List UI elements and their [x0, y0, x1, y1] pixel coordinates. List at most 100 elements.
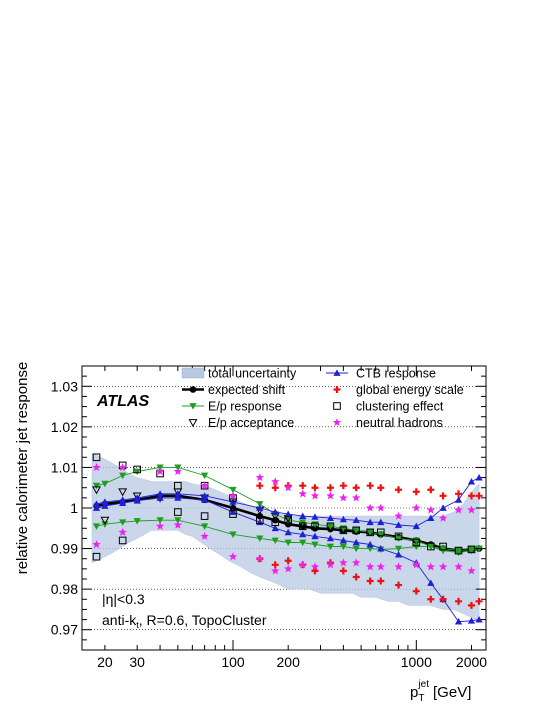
ctb-response-point: [475, 615, 483, 623]
clustering-effect-point: [92, 552, 101, 561]
legend-marker-clustering-effect: [333, 402, 341, 410]
expected-shift-point: [256, 512, 264, 520]
ctb-response-point: [256, 504, 264, 511]
legend: total uncertainty expected shift E/p respo…: [181, 367, 464, 430]
x-axis-title-main: p: [410, 684, 418, 701]
expected-shift-point: [284, 520, 292, 528]
ctb-response-point: [201, 496, 209, 503]
clustering-effect-point: [256, 516, 264, 524]
neutral-hadrons-point: [454, 505, 463, 514]
neutral-hadrons-point: [394, 562, 403, 571]
ctb-response-point: [339, 536, 347, 544]
neutral-hadrons-point: [339, 558, 348, 567]
clustering-effect-point: [376, 528, 385, 537]
e-p-response-point: [439, 545, 447, 553]
clustering-effect-point: [271, 518, 280, 527]
ctb-response-point: [174, 490, 182, 497]
ctb-response-point: [299, 530, 307, 538]
ctb-response-point: [229, 508, 237, 515]
legend-marker-total-uncertainty: [181, 367, 205, 379]
neutral-hadrons-point: [454, 562, 463, 571]
neutral-hadrons-point: [467, 505, 476, 514]
e-p-response-point: [133, 468, 141, 476]
neutral-hadrons-point: [173, 467, 183, 476]
legend-label-e-p-acceptance: E/p acceptance: [208, 416, 294, 430]
neutral-hadrons-point: [412, 560, 421, 569]
ctb-response-point: [92, 504, 101, 511]
clustering-effect-point: [200, 512, 209, 520]
ctb-response-point: [326, 514, 335, 522]
e-p-response-point: [467, 546, 476, 553]
annotation-eta: |η|<0.3: [102, 591, 145, 607]
global-energy-scale-point: [299, 482, 307, 490]
ctb-response-point: [467, 478, 476, 485]
e-p-response-point: [326, 523, 335, 530]
y-tick-label: 1: [70, 500, 78, 516]
clustering-effect-point: [412, 538, 421, 547]
e-p-response-point: [119, 472, 127, 480]
legend-label-clustering-effect: clustering effect: [356, 400, 444, 414]
neutral-hadrons-point: [426, 505, 436, 514]
clustering-effect-point: [118, 536, 127, 545]
expected-shift-point: [229, 504, 237, 512]
neutral-hadrons-point: [255, 554, 264, 563]
ctb-response-point: [394, 551, 403, 558]
global-energy-scale-point: [455, 597, 463, 605]
y-tick-label: 0.99: [51, 541, 78, 557]
clustering-effect-point: [427, 542, 435, 551]
neutral-hadrons-point: [255, 473, 264, 482]
e-p-response-point: [326, 543, 335, 551]
global-energy-scale-point: [475, 492, 483, 500]
neutral-hadrons-point: [412, 503, 421, 512]
neutral-hadrons-point: [394, 511, 403, 520]
ctb-response-point: [101, 502, 109, 509]
x-axis-title: pTjet [GeV]: [410, 679, 471, 704]
global-energy-scale-point: [271, 484, 279, 492]
global-energy-scale-point: [311, 484, 319, 492]
global-energy-scale-point: [366, 482, 374, 490]
clustering-effect-point: [439, 542, 447, 551]
ctb-response-point: [119, 496, 127, 503]
e-p-response-point: [256, 501, 264, 508]
neutral-hadrons-point: [271, 566, 280, 575]
ctb-response-point: [377, 518, 385, 526]
e-p-response-point: [156, 517, 164, 524]
clustering-effect-point: [366, 528, 374, 537]
ctb-response-point: [412, 522, 420, 530]
x-tick-label: 200: [277, 654, 301, 670]
neutral-hadrons-point: [284, 564, 293, 573]
e-p-response-point: [352, 545, 360, 553]
e-p-acceptance-point: [132, 492, 142, 501]
atlas-label: ATLAS: [96, 393, 149, 410]
neutral-hadrons-point: [200, 532, 209, 540]
global-energy-scale-point: [352, 484, 360, 492]
ctb-response-point: [352, 516, 360, 524]
x-tick-label: 100: [221, 654, 245, 670]
neutral-hadrons-point: [339, 493, 348, 502]
legend-label-e-p-response: E/p response: [208, 400, 282, 414]
ctb-response-point: [271, 508, 279, 515]
ctb-response-point: [427, 579, 435, 586]
ctb-response-point: [427, 514, 435, 522]
ctb-response-point: [101, 498, 109, 505]
ctb-response-point: [475, 473, 483, 481]
global-energy-scale-point: [377, 577, 385, 585]
global-energy-scale-point: [427, 595, 435, 603]
x-axis-title-unit: [GeV]: [433, 684, 471, 701]
ctb-response-point: [439, 504, 447, 511]
ctb-response-point: [394, 521, 403, 528]
clustering-effect-point: [174, 508, 182, 516]
global-energy-scale-point: [412, 587, 420, 595]
global-energy-scale-point: [395, 581, 403, 589]
e-p-response-point: [201, 472, 209, 480]
e-p-acceptance-point: [92, 486, 101, 495]
ctb-response-point: [119, 499, 127, 507]
ctb-response-point: [454, 496, 463, 503]
ctb-response-point: [339, 515, 347, 523]
ctb-response-point: [174, 494, 182, 501]
clustering-effect-point: [326, 522, 335, 531]
e-p-response-point: [92, 523, 101, 530]
legend-marker-e-p-acceptance: [188, 419, 198, 428]
e-p-response-point: [352, 527, 360, 534]
neutral-hadrons-point: [352, 493, 361, 502]
